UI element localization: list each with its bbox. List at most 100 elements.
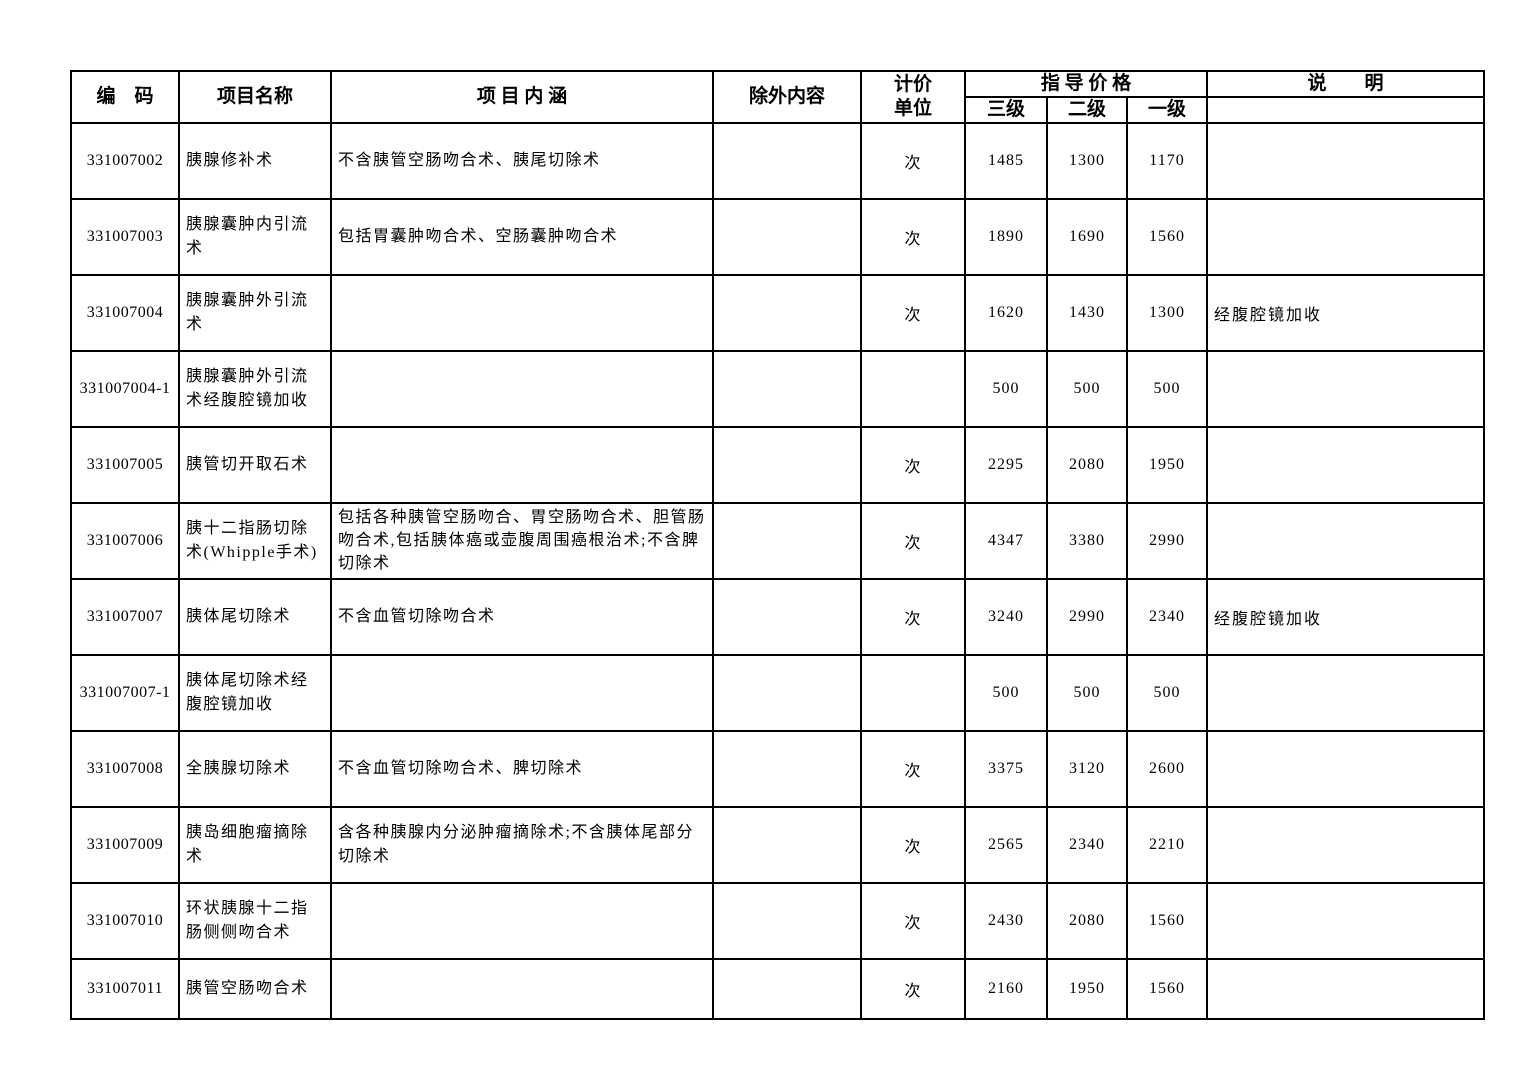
pricing-unit-cell: 次 — [860, 426, 966, 504]
header-item-name: 项目名称 — [178, 70, 332, 124]
item-name-cell: 胰腺囊肿外引流术 — [178, 274, 332, 352]
table-row: 331007003 胰腺囊肿内引流术 包括胃囊肿吻合术、空肠囊肿吻合术 次 18… — [70, 198, 1486, 276]
price-level1-cell: 500 — [1125, 350, 1209, 428]
exclusion-cell — [712, 122, 862, 200]
item-content-cell: 包括胃囊肿吻合术、空肠囊肿吻合术 — [330, 198, 714, 276]
price-level2-cell: 2990 — [1046, 577, 1128, 656]
price-level1-cell: 1950 — [1125, 426, 1209, 504]
header-note-sub — [1206, 96, 1486, 124]
table-row: 331007007-1 胰体尾切除术经腹腔镜加收 500 500 500 — [70, 653, 1486, 732]
pricing-unit-cell: 次 — [860, 577, 966, 656]
note-cell — [1206, 502, 1486, 580]
header-level-3: 三级 — [964, 96, 1048, 124]
header-pricing-unit: 计价 单位 — [860, 70, 966, 124]
price-level3-cell: 4347 — [964, 502, 1048, 580]
table-row: 331007004-1 胰腺囊肿外引流术经腹腔镜加收 500 500 500 — [70, 350, 1486, 428]
item-content-cell — [330, 426, 714, 504]
price-level2-cell: 2340 — [1046, 805, 1128, 884]
exclusion-cell — [712, 805, 862, 884]
header-row-1: 编 码 项目名称 项 目 内 涵 除外内容 计价 单位 指 导 价 格 说 明 — [70, 70, 1486, 124]
exclusion-cell — [712, 426, 862, 504]
note-cell — [1206, 198, 1486, 276]
price-level3-cell: 500 — [964, 653, 1048, 732]
exclusion-cell — [712, 881, 862, 960]
price-level1-cell: 2600 — [1125, 729, 1209, 808]
table-row: 331007006 胰十二指肠切除术(Whipple手术) 包括各种胰管空肠吻合… — [70, 502, 1486, 580]
price-level2-cell: 3120 — [1046, 729, 1128, 808]
table-row: 331007010 环状胰腺十二指肠侧侧吻合术 次 2430 2080 1560 — [70, 881, 1486, 960]
header-code: 编 码 — [70, 70, 180, 124]
price-level3-cell: 2160 — [964, 957, 1048, 1020]
price-level2-cell: 1690 — [1046, 198, 1128, 276]
note-cell — [1206, 805, 1486, 884]
price-level3-cell: 3240 — [964, 577, 1048, 656]
item-content-cell: 不含血管切除吻合术、脾切除术 — [330, 729, 714, 808]
price-level3-cell: 2565 — [964, 805, 1048, 884]
exclusion-cell — [712, 198, 862, 276]
item-name-cell: 胰体尾切除术 — [178, 577, 332, 656]
item-name-cell: 胰腺修补术 — [178, 122, 332, 200]
item-content-cell — [330, 881, 714, 960]
note-cell: 经腹腔镜加收 — [1206, 577, 1486, 656]
item-content-cell — [330, 350, 714, 428]
item-name-cell: 胰管空肠吻合术 — [178, 957, 332, 1020]
price-level3-cell: 2295 — [964, 426, 1048, 504]
note-cell — [1206, 426, 1486, 504]
price-level3-cell: 2430 — [964, 881, 1048, 960]
table-row: 331007008 全胰腺切除术 不含血管切除吻合术、脾切除术 次 3375 3… — [70, 729, 1486, 808]
item-name-cell: 胰岛细胞瘤摘除术 — [178, 805, 332, 884]
pricing-unit-cell: 次 — [860, 198, 966, 276]
price-level1-cell: 500 — [1125, 653, 1209, 732]
pricing-unit-cell: 次 — [860, 805, 966, 884]
exclusion-cell — [712, 350, 862, 428]
price-level2-cell: 2080 — [1046, 426, 1128, 504]
code-cell: 331007009 — [70, 805, 180, 884]
table-row: 331007002 胰腺修补术 不含胰管空肠吻合术、胰尾切除术 次 1485 1… — [70, 122, 1486, 200]
exclusion-cell — [712, 729, 862, 808]
price-level1-cell: 2210 — [1125, 805, 1209, 884]
pricing-unit-cell — [860, 350, 966, 428]
code-cell: 331007007-1 — [70, 653, 180, 732]
note-cell — [1206, 350, 1486, 428]
item-name-cell: 胰体尾切除术经腹腔镜加收 — [178, 653, 332, 732]
price-level2-cell: 1430 — [1046, 274, 1128, 352]
price-level2-cell: 3380 — [1046, 502, 1128, 580]
item-name-cell: 全胰腺切除术 — [178, 729, 332, 808]
exclusion-cell — [712, 577, 862, 656]
item-content-cell: 不含血管切除吻合术 — [330, 577, 714, 656]
price-level2-cell: 500 — [1046, 653, 1128, 732]
item-name-cell: 胰管切开取石术 — [178, 426, 332, 504]
pricing-unit-cell: 次 — [860, 122, 966, 200]
table-row: 331007011 胰管空肠吻合术 次 2160 1950 1560 — [70, 957, 1486, 1020]
price-level2-cell: 500 — [1046, 350, 1128, 428]
pricing-unit-cell: 次 — [860, 957, 966, 1020]
code-cell: 331007011 — [70, 957, 180, 1020]
price-level2-cell: 1950 — [1046, 957, 1128, 1020]
header-row-2: 三级 二级 一级 — [71, 96, 1486, 124]
code-cell: 331007002 — [70, 122, 180, 200]
price-level1-cell: 2340 — [1125, 577, 1209, 656]
item-content-cell: 不含胰管空肠吻合术、胰尾切除术 — [330, 122, 714, 200]
header-guide-price-group: 指 导 价 格 — [963, 70, 1209, 98]
price-level3-cell: 1485 — [964, 122, 1048, 200]
item-name-cell: 胰腺囊肿内引流术 — [178, 198, 332, 276]
table-row: 331007007 胰体尾切除术 不含血管切除吻合术 次 3240 2990 2… — [70, 577, 1486, 656]
code-cell: 331007003 — [70, 198, 180, 276]
item-content-cell — [330, 274, 714, 352]
item-content-cell: 含各种胰腺内分泌肿瘤摘除术;不含胰体尾部分切除术 — [330, 805, 714, 884]
note-cell — [1206, 729, 1486, 808]
note-cell — [1206, 653, 1486, 732]
price-level1-cell: 1170 — [1125, 122, 1209, 200]
table-body: 331007002 胰腺修补术 不含胰管空肠吻合术、胰尾切除术 次 1485 1… — [70, 122, 1486, 1020]
pricing-unit-cell: 次 — [860, 881, 966, 960]
note-cell — [1206, 957, 1486, 1020]
price-level1-cell: 1560 — [1125, 198, 1209, 276]
code-cell: 331007008 — [70, 729, 180, 808]
pricing-unit-cell: 次 — [860, 502, 966, 580]
header-note: 说 明 — [1206, 70, 1486, 98]
exclusion-cell — [712, 502, 862, 580]
code-cell: 331007004 — [70, 274, 180, 352]
price-level2-cell: 1300 — [1046, 122, 1128, 200]
exclusion-cell — [712, 957, 862, 1020]
